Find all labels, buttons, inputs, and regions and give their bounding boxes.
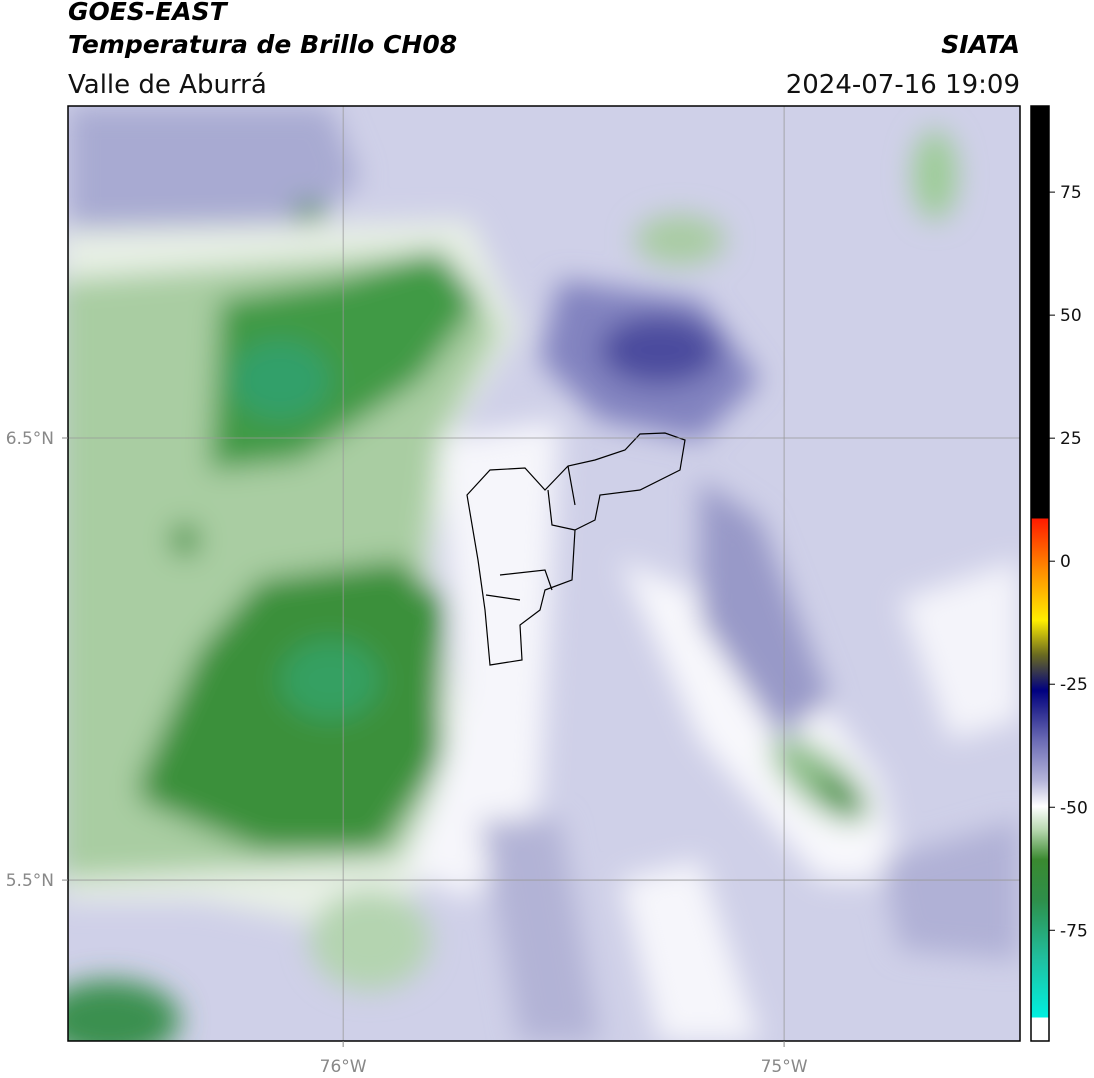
colorbar-tick-label: 25 (1060, 429, 1082, 449)
colorbar-tick-label: 0 (1060, 552, 1071, 572)
subtitle: Temperatura de Brillo CH08 (68, 30, 457, 59)
y-tick-label: 6.5°N (6, 429, 54, 449)
municipality-outlines (466, 432, 686, 666)
title: GOES-EAST (68, 0, 229, 26)
source: SIATA (941, 30, 1020, 59)
x-tick-label: 75°W (761, 1057, 808, 1077)
colorbar-tick-label: -75 (1060, 921, 1088, 941)
colorbar-tick-label: -50 (1060, 798, 1088, 818)
region: Valle de Aburrá (68, 70, 267, 100)
y-tick-label: 5.5°N (6, 871, 54, 891)
map-frame (67, 105, 1021, 1042)
datetime: 2024-07-16 19:09 (786, 70, 1020, 100)
colorbar (1030, 105, 1050, 1042)
colorbar-tick-label: 50 (1060, 306, 1082, 326)
x-tick-label: 76°W (320, 1057, 367, 1077)
colorbar-tick-label: 75 (1060, 183, 1082, 203)
colorbar-tick-label: -25 (1060, 675, 1088, 695)
brightness-field (68, 106, 1020, 1041)
